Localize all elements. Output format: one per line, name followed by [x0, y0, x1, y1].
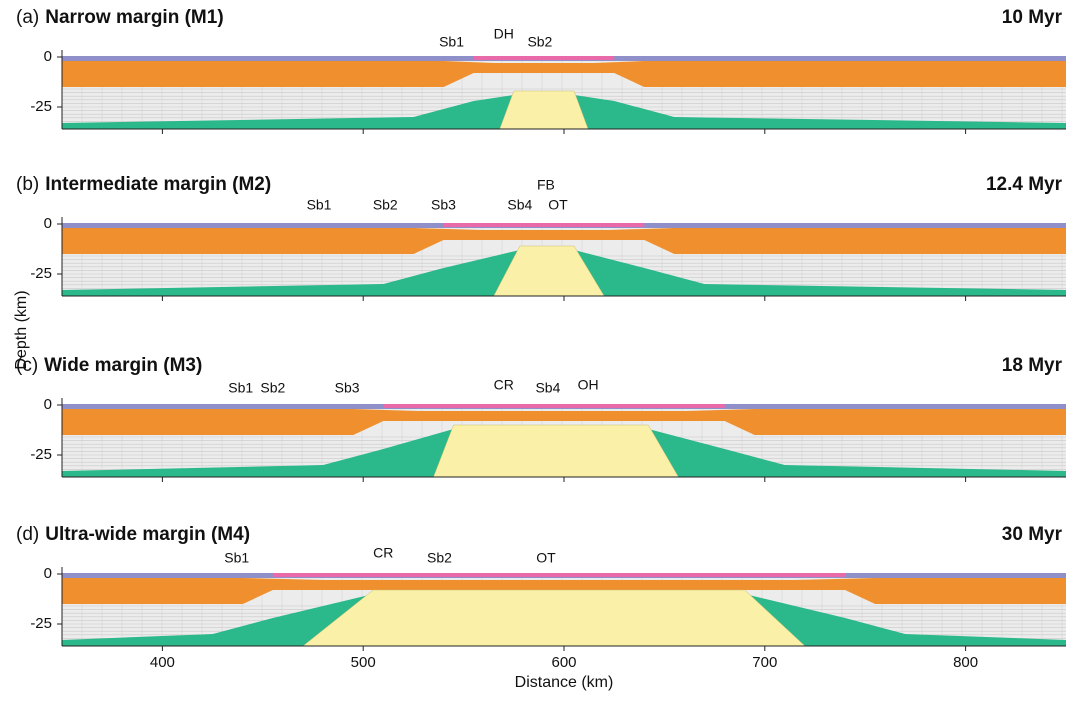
upper-crust: [62, 61, 1066, 87]
panel-label: (d): [16, 524, 39, 545]
annotation: Sb3: [335, 380, 360, 396]
section-body: [62, 573, 1066, 646]
panel-title: Narrow margin (M1): [45, 7, 223, 28]
y-axis-label: Depth (km): [13, 290, 30, 369]
sediment-centre: [473, 56, 615, 60]
annotation: Sb1: [224, 550, 249, 566]
annotation: Sb3: [431, 197, 456, 213]
panel-title: Ultra-wide margin (M4): [45, 524, 250, 545]
annotation: OT: [536, 550, 556, 566]
x-tick-label: 400: [150, 654, 175, 671]
asthenosphere: [433, 424, 679, 477]
y-tick-label: -25: [30, 615, 52, 632]
annotation: Sb1: [228, 380, 253, 396]
x-tick-label: 600: [551, 654, 576, 671]
section-body: [62, 223, 1066, 296]
annotation: OT: [548, 197, 568, 213]
panel-time: 12.4 Myr: [986, 174, 1063, 195]
annotation: Sb4: [535, 380, 560, 396]
x-tick-label: 800: [953, 654, 978, 671]
y-tick-label: 0: [44, 48, 52, 65]
panel: 0 -25 (c) Wide margin (M3) 18 Myr Sb1 Sb2 Sb3 CR…: [16, 355, 1066, 482]
asthenosphere: [493, 245, 605, 296]
panel-label: (b): [16, 174, 39, 195]
x-tick-label: 500: [351, 654, 376, 671]
panel-label: (c): [16, 355, 38, 376]
x-axis-label: Distance (km): [515, 674, 614, 691]
annotation: Sb2: [260, 380, 285, 396]
sediment-centre: [383, 404, 725, 408]
annotation: CR: [494, 377, 514, 393]
upper-crust: [62, 409, 1066, 435]
annotation: Sb1: [439, 34, 464, 50]
annotation: Sb2: [527, 34, 552, 50]
sediment-centre: [443, 223, 645, 227]
panel-time: 10 Myr: [1002, 7, 1063, 28]
panel-label: (a): [16, 7, 39, 28]
annotation: Sb2: [373, 197, 398, 213]
section-body: [62, 56, 1066, 129]
y-tick-label: 0: [44, 565, 52, 582]
panel: 0 -25 (a) Narrow margin (M1) 10 Myr Sb1 DH Sb2: [16, 7, 1066, 134]
x-tick-label: 700: [752, 654, 777, 671]
sediment-centre: [272, 573, 846, 577]
annotation: DH: [494, 26, 514, 42]
annotation: Sb4: [507, 197, 532, 213]
panel: 0 -25 400 500 600 700 800 Distance (km) (d) Ultra…: [16, 524, 1066, 691]
annotation: OH: [578, 377, 599, 393]
asthenosphere: [302, 589, 806, 646]
section-body: [62, 404, 1066, 477]
upper-crust: [62, 228, 1066, 254]
annotation: CR: [373, 545, 393, 561]
y-tick-label: -25: [30, 265, 52, 282]
asthenosphere: [499, 90, 589, 129]
panel-time: 18 Myr: [1002, 355, 1063, 376]
y-tick-label: -25: [30, 446, 52, 463]
y-tick-label: 0: [44, 396, 52, 413]
annotation: Sb2: [427, 550, 452, 566]
annotation: Sb1: [307, 197, 332, 213]
upper-crust: [62, 578, 1066, 604]
panel-title: Wide margin (M3): [44, 355, 202, 376]
panel-title: Intermediate margin (M2): [45, 174, 271, 195]
panel-time: 30 Myr: [1002, 524, 1063, 545]
annotation: FB: [537, 177, 555, 193]
y-tick-label: -25: [30, 98, 52, 115]
y-tick-label: 0: [44, 215, 52, 232]
panel: 0 -25 (b) Intermediate margin (M2) 12.4 Myr S…: [16, 174, 1066, 301]
